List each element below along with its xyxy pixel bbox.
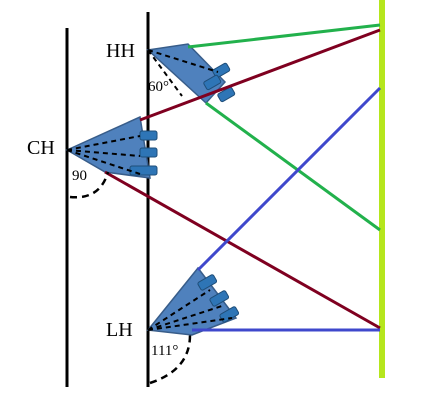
- lh-camera: [146, 266, 240, 336]
- ch-dash-lines: [66, 135, 141, 175]
- ch-angle-label: 90: [72, 168, 87, 184]
- red-line-ch-top: [139, 28, 381, 122]
- lh-angle-label: 111°: [151, 343, 178, 359]
- hh-lens-group: [203, 62, 236, 103]
- ch-label: CH: [27, 137, 55, 159]
- lh-label: LH: [106, 319, 133, 341]
- hh-angle-label: 60°: [148, 79, 169, 95]
- hh-triangle: [146, 43, 227, 105]
- green-line-hh-bottom: [205, 101, 381, 232]
- lh-lens-group: [197, 274, 240, 323]
- hh-dash-lines: [147, 49, 219, 97]
- blue-line-lh-top: [196, 86, 382, 272]
- lh-dash-lines: [147, 289, 233, 331]
- green-line-hh-top: [187, 23, 381, 49]
- hh-camera: [146, 43, 236, 105]
- ch-camera: [65, 115, 158, 179]
- ch-triangle: [65, 115, 151, 179]
- red-line-ch-bottom: [104, 170, 381, 330]
- lh-triangle: [146, 266, 238, 336]
- hh-label: HH: [106, 40, 135, 62]
- ch-angle-arc: [69, 171, 110, 199]
- lh-angle-arc: [149, 334, 192, 385]
